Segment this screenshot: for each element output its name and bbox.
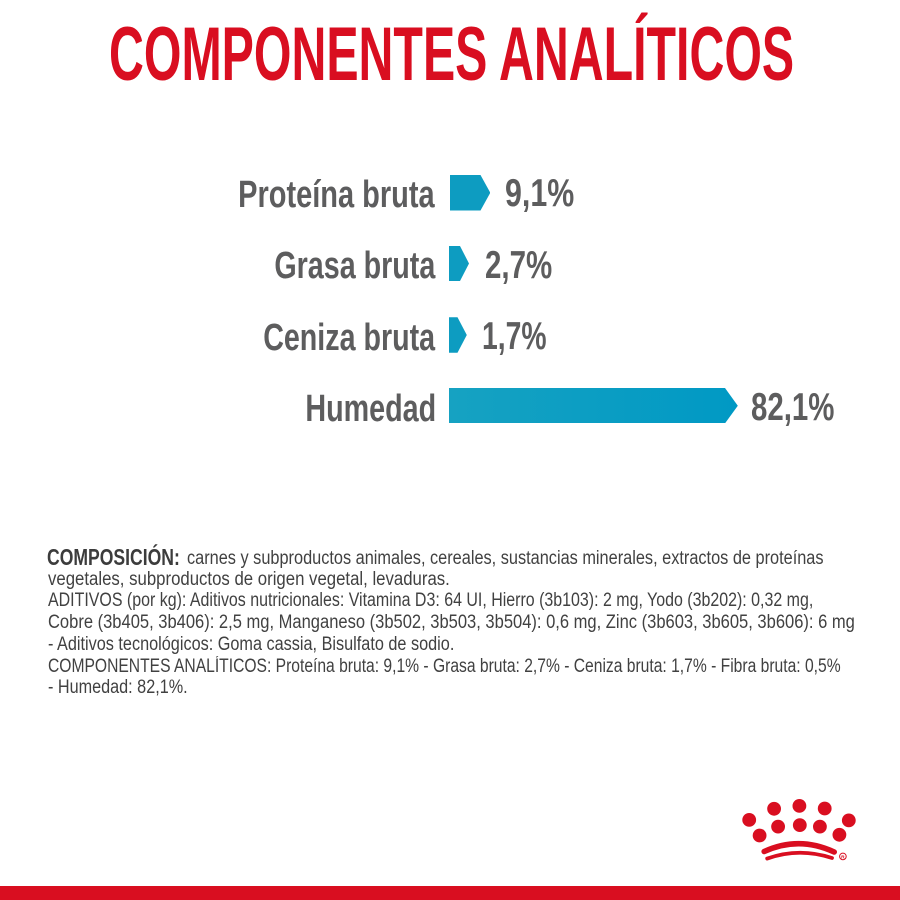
svg-text:R: R <box>841 854 845 860</box>
